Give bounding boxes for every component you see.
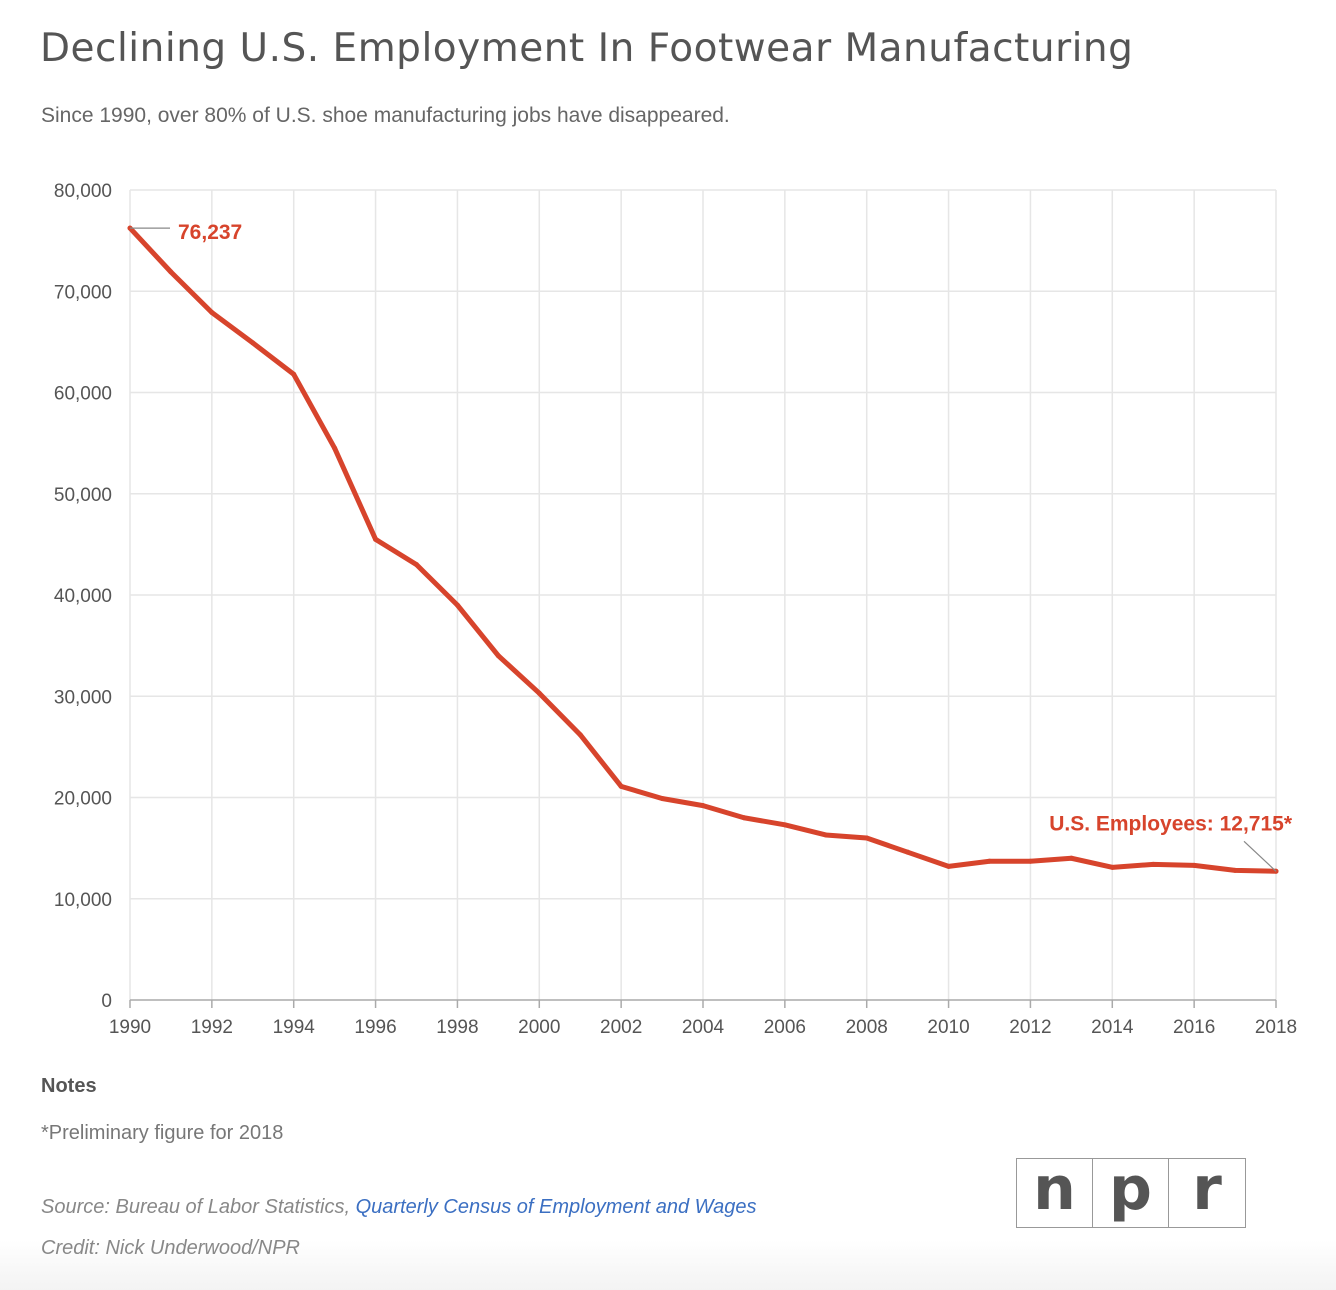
line-chart: 0 10,000 20,000 30,000 40,000 50,000 60,000 70,… (54, 181, 1297, 1038)
credit-line: Credit: Nick Underwood/NPR (41, 1237, 300, 1259)
x-tick-label: 1994 (273, 1017, 316, 1038)
data-point (332, 445, 338, 451)
npr-logo: n p r (1016, 1158, 1246, 1228)
source-line: Source: Bureau of Labor Statistics, Quar… (41, 1196, 757, 1219)
data-point (741, 815, 747, 821)
annotation-start-label: 76,237 (178, 221, 242, 244)
data-point (905, 849, 911, 855)
x-tick-label: 2012 (1009, 1017, 1051, 1038)
data-point (168, 269, 174, 275)
data-point (1109, 864, 1115, 870)
x-tick-label: 1996 (354, 1017, 396, 1038)
data-point (291, 371, 297, 377)
data-point (577, 732, 583, 738)
data-line-layer (127, 225, 1279, 874)
y-tick-label: 50,000 (54, 485, 112, 506)
x-tick-label: 2014 (1091, 1017, 1134, 1038)
data-point (209, 310, 215, 316)
y-tick-label: 60,000 (54, 384, 112, 405)
data-point (782, 822, 788, 828)
data-point (864, 835, 870, 841)
data-point (1232, 867, 1238, 873)
npr-logo-letter-r: r (1192, 1154, 1222, 1224)
data-point (495, 653, 501, 659)
x-tick-label: 2004 (682, 1017, 725, 1038)
x-tick-label: 2008 (846, 1017, 888, 1038)
data-point (1027, 858, 1033, 864)
y-tick-label: 70,000 (54, 282, 112, 303)
data-point (454, 602, 460, 608)
data-point (659, 796, 665, 802)
chart-title: Declining U.S. Employment In Footwear Ma… (40, 26, 1134, 71)
y-tick-label: 20,000 (54, 789, 112, 810)
npr-logo-letter-p: p (1093, 1159, 1169, 1227)
x-tick-label: 1998 (436, 1017, 478, 1038)
y-tick-label: 10,000 (54, 890, 112, 911)
y-tick-label: 30,000 (54, 687, 112, 708)
data-point (536, 690, 542, 696)
annotation-end-label: U.S. Employees: 12,715* (1049, 812, 1293, 835)
x-tick-label: 1990 (109, 1017, 151, 1038)
data-point (987, 858, 992, 864)
x-tick-label: 1992 (191, 1017, 233, 1038)
notes-text: *Preliminary figure for 2018 (41, 1122, 284, 1144)
y-tick-label: 40,000 (54, 586, 112, 607)
data-point (823, 832, 829, 838)
axes: 0 10,000 20,000 30,000 40,000 50,000 60,000 70,… (54, 181, 1297, 1038)
x-tick-label: 2000 (518, 1017, 560, 1038)
data-point (618, 783, 624, 789)
gridlines (129, 189, 1277, 1000)
data-point (250, 340, 256, 346)
source-link[interactable]: Quarterly Census of Employment and Wages (355, 1196, 757, 1218)
x-tick-label: 2016 (1173, 1017, 1215, 1038)
y-tick-label: 80,000 (54, 181, 112, 202)
source-prefix: Source: Bureau of Labor Statistics, (41, 1196, 356, 1218)
data-point (373, 536, 379, 542)
notes-heading: Notes (41, 1075, 97, 1097)
data-point (414, 562, 419, 568)
x-tick-label: 2002 (600, 1017, 642, 1038)
annotation-leader-end (1243, 840, 1277, 872)
data-point (946, 863, 952, 869)
y-tick-label: 0 (101, 991, 112, 1012)
x-tick-label: 2010 (927, 1017, 969, 1038)
data-point (1150, 861, 1156, 867)
x-tick-label: 2006 (764, 1017, 806, 1038)
annotations: 76,237 U.S. Employees: 12,715* (130, 221, 1293, 872)
page-bottom-shade (0, 1240, 1336, 1290)
data-point (1191, 862, 1197, 868)
x-tick-label: 2018 (1255, 1017, 1297, 1038)
data-point (1068, 855, 1074, 861)
data-point (700, 803, 706, 809)
npr-logo-letter-n: n (1017, 1159, 1093, 1227)
chart-subtitle: Since 1990, over 80% of U.S. shoe manufa… (41, 104, 730, 127)
